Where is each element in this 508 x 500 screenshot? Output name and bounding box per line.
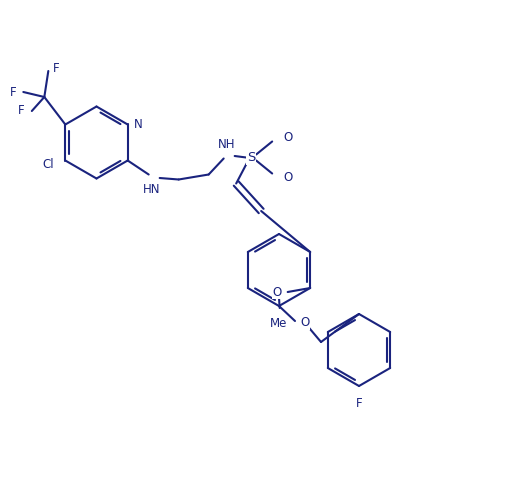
Text: O: O (272, 286, 281, 298)
Text: F: F (356, 397, 362, 410)
Text: S: S (247, 151, 256, 164)
Text: HN: HN (142, 183, 160, 196)
Text: O: O (283, 171, 293, 184)
Text: O: O (300, 316, 309, 329)
Text: F: F (18, 104, 25, 118)
Text: Cl: Cl (43, 158, 54, 171)
Text: O: O (283, 131, 293, 144)
Text: NH: NH (217, 138, 235, 151)
Text: F: F (10, 86, 16, 98)
Text: F: F (53, 62, 60, 75)
Text: Me: Me (270, 317, 288, 330)
Text: N: N (134, 118, 143, 131)
